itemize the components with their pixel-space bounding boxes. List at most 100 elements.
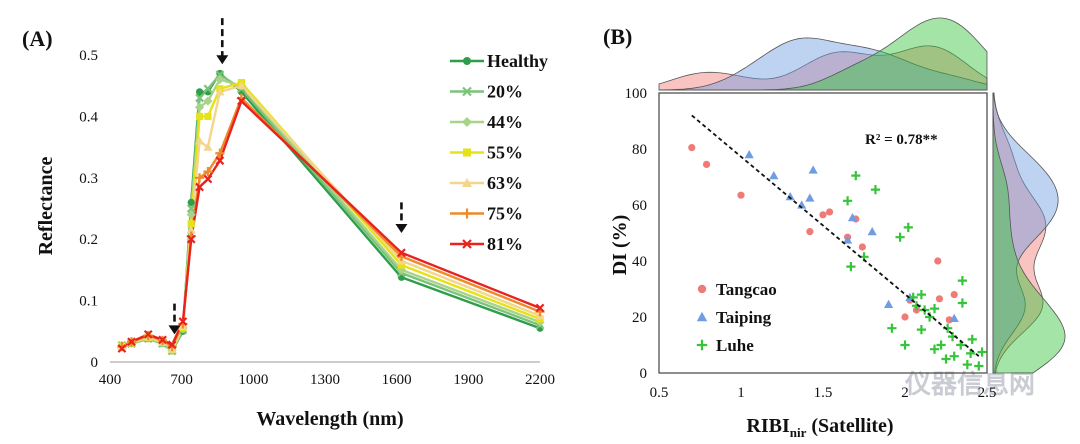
a-data-point <box>195 182 204 192</box>
b-r2-annotation: R² = 0.78** <box>865 132 938 148</box>
a-x-tick-label: 1600 <box>382 372 412 388</box>
a-x-tick-label: 2200 <box>525 372 555 388</box>
disease-index-scatter: (B) 0.5 1 1.5 2 2.5 0 20 40 60 80 100 Tangcao Taipi… <box>603 17 1066 440</box>
b-data-point <box>851 171 861 181</box>
b-points <box>688 114 987 371</box>
panel-label-a: (A) <box>22 26 53 51</box>
b-data-point <box>950 291 958 299</box>
a-data-point <box>195 88 204 96</box>
a-data-point <box>187 220 195 228</box>
b-data-point <box>936 340 946 350</box>
b-data-point <box>847 213 858 222</box>
b-data-point <box>808 165 818 174</box>
b-data-point <box>843 196 853 206</box>
a-legend-marker <box>462 239 472 249</box>
b-data-point <box>949 313 959 322</box>
a-legend-marker <box>463 57 471 65</box>
b-y-tick-label: 0 <box>640 366 648 382</box>
b-data-point <box>806 228 814 236</box>
a-data-point <box>236 81 246 90</box>
b-data-point <box>967 334 977 344</box>
b-data-point <box>916 290 926 300</box>
a-y-tick-label: 0 <box>91 355 99 371</box>
b-data-point <box>929 304 940 314</box>
a-legend-marker <box>463 148 471 157</box>
b-legend-marker <box>696 311 708 322</box>
b-data-point <box>957 276 967 286</box>
a-legend-label: 81% <box>487 234 523 254</box>
b-data-point <box>916 325 926 335</box>
b-legend-marker <box>696 339 708 351</box>
b-y-tick-label: 80 <box>632 142 647 158</box>
b-x-tick-label: 1.5 <box>814 385 833 401</box>
b-legend-marker <box>697 284 707 294</box>
b-data-point <box>805 193 815 202</box>
a-legend-label: 44% <box>487 112 523 132</box>
a-dashed-arrow-head <box>216 55 229 65</box>
a-x-tick-label: 400 <box>99 372 122 388</box>
a-x-tick-label: 1300 <box>310 372 340 388</box>
b-data-point <box>977 347 987 357</box>
reflectance-chart: (A) 400 700 1000 1300 1600 1900 2200 0 0.1 0.2 0.3… <box>22 18 555 430</box>
a-data-point <box>203 84 213 94</box>
b-data-point <box>858 243 866 251</box>
a-data-point <box>203 167 213 177</box>
b-data-point <box>884 299 894 308</box>
b-data-point <box>941 354 951 364</box>
watermark-text: 仪器信息网 <box>904 369 1035 400</box>
a-data-point <box>215 156 225 165</box>
a-data-point <box>203 174 213 184</box>
a-dashed-arrow-head <box>168 325 181 335</box>
a-data-point <box>194 102 205 112</box>
b-legend: Tangcao Taiping Luhe <box>696 280 777 355</box>
b-data-point <box>769 171 779 180</box>
a-data-point <box>204 112 212 120</box>
b-data-point <box>819 211 827 219</box>
a-data-point <box>203 96 213 106</box>
a-legend-marker <box>462 208 472 219</box>
a-data-point <box>215 148 225 158</box>
b-data-point <box>901 313 909 321</box>
b-top-density <box>658 37 988 91</box>
a-data-point <box>117 344 127 353</box>
b-data-point <box>843 235 853 244</box>
b-legend-label: Taiping <box>716 308 772 327</box>
b-y-tick-label: 60 <box>632 198 647 214</box>
a-y-tick-label: 0.4 <box>79 109 98 125</box>
b-marginal-densities <box>658 17 1066 374</box>
a-data-point <box>535 303 545 313</box>
a-legend-marker <box>462 86 472 97</box>
a-data-point <box>167 340 177 350</box>
a-x-tick-label: 1900 <box>453 372 483 388</box>
a-series-lines <box>117 69 545 356</box>
b-data-point <box>957 298 967 308</box>
a-y-tick-label: 0.1 <box>79 294 98 310</box>
a-data-point <box>215 74 225 85</box>
a-x-tick-label: 1000 <box>238 372 268 388</box>
a-annotations <box>168 18 408 335</box>
b-x-axis-title-suffix: (Satellite) <box>806 415 893 437</box>
b-data-point <box>870 185 881 195</box>
b-data-point <box>825 208 834 216</box>
a-data-point <box>215 70 225 80</box>
b-right-density <box>992 92 1059 374</box>
b-right-density <box>992 92 1047 374</box>
a-axes: 400 700 1000 1300 1600 1900 2200 0 0.1 0.2 0.3 0.4 0… <box>79 48 555 388</box>
b-y-tick-label: 100 <box>625 86 648 102</box>
a-data-point <box>397 248 406 258</box>
a-data-point <box>194 173 205 183</box>
a-x-axis-title: Wavelength (nm) <box>256 408 403 430</box>
a-data-point <box>186 204 196 213</box>
b-x-tick-label: 0.5 <box>650 385 669 401</box>
a-data-point <box>186 225 196 234</box>
a-legend-label: 55% <box>487 143 523 163</box>
a-data-point <box>186 234 196 244</box>
a-data-point <box>143 329 153 339</box>
b-data-point <box>900 340 910 350</box>
b-data-point <box>974 361 984 371</box>
b-data-point <box>934 257 942 265</box>
a-data-point <box>195 93 204 103</box>
b-top-density <box>658 45 988 91</box>
b-top-density <box>659 17 988 91</box>
